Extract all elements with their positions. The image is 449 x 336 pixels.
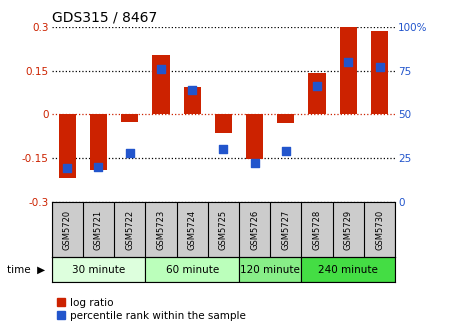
Bar (308, 74, 326, 114)
Text: GSM5728: GSM5728 (313, 210, 321, 250)
Point (126, 150, 133, 155)
Point (220, 146, 227, 152)
Legend: log ratio, percentile rank within the sample: log ratio, percentile rank within the sa… (57, 298, 246, 321)
Bar (145, 257, 239, 282)
Text: GDS315 / 8467: GDS315 / 8467 (52, 10, 157, 24)
Point (157, 66, 164, 72)
Text: GSM5724: GSM5724 (188, 210, 197, 250)
Text: 120 minute: 120 minute (240, 265, 300, 275)
Text: time  ▶: time ▶ (7, 265, 45, 275)
Text: GSM5721: GSM5721 (94, 210, 103, 250)
Bar (301, 257, 395, 282)
Point (95, 164, 102, 169)
Bar (239, 257, 301, 282)
Bar (121, 114, 138, 122)
Bar (340, 26, 357, 114)
Point (345, 59, 352, 65)
Bar (277, 114, 295, 123)
Bar (90, 114, 107, 170)
Bar (152, 54, 170, 114)
Text: GSM5729: GSM5729 (344, 210, 353, 250)
Text: GSM5723: GSM5723 (156, 210, 165, 250)
Point (251, 161, 258, 166)
Text: GSM5726: GSM5726 (250, 210, 259, 250)
Text: 30 minute: 30 minute (72, 265, 125, 275)
Bar (184, 87, 201, 114)
Text: GSM5720: GSM5720 (63, 210, 72, 250)
Bar (59, 114, 76, 178)
Text: 60 minute: 60 minute (166, 265, 219, 275)
Text: GSM5725: GSM5725 (219, 210, 228, 250)
Point (313, 84, 321, 89)
Text: GSM5727: GSM5727 (282, 210, 291, 250)
Text: 240 minute: 240 minute (318, 265, 378, 275)
Bar (52, 257, 145, 282)
Point (376, 65, 383, 70)
Text: GSM5730: GSM5730 (375, 210, 384, 250)
Bar (246, 114, 263, 159)
Point (64, 166, 71, 171)
Point (282, 148, 290, 154)
Point (189, 87, 196, 92)
Bar (371, 31, 388, 114)
Bar (215, 114, 232, 133)
Text: GSM5722: GSM5722 (125, 210, 134, 250)
